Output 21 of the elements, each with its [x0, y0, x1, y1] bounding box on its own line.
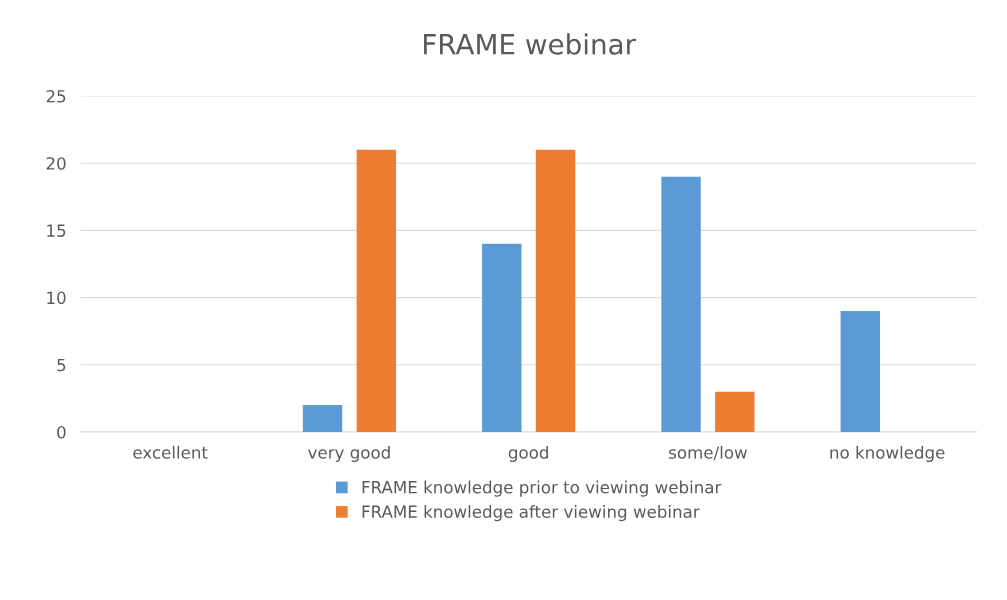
- bar: [482, 243, 522, 432]
- bar: [356, 149, 397, 432]
- bar: [535, 149, 576, 432]
- y-tick-label: 15: [47, 224, 66, 237]
- bar: [661, 176, 701, 432]
- y-tick-label: 0: [57, 425, 66, 439]
- x-tick-label: excellent: [133, 445, 208, 459]
- bar: [302, 405, 343, 432]
- x-tick-label: very good: [308, 445, 390, 463]
- legend-label: FRAME knowledge prior to viewing webinar: [362, 480, 722, 497]
- y-tick-label: 20: [46, 157, 66, 170]
- legend-label: FRAME knowledge after viewing webinar: [362, 505, 700, 522]
- chart-title: FRAME webinar: [424, 33, 637, 55]
- x-tick-label: no knowledge: [830, 445, 945, 463]
- bar: [840, 311, 880, 432]
- x-tick-label: good: [508, 445, 548, 463]
- y-tick-label: 10: [47, 291, 66, 305]
- y-tick-label: 5: [57, 358, 66, 372]
- bar: [715, 391, 755, 432]
- y-tick-label: 25: [46, 89, 66, 103]
- x-tick-label: some/low: [669, 445, 747, 461]
